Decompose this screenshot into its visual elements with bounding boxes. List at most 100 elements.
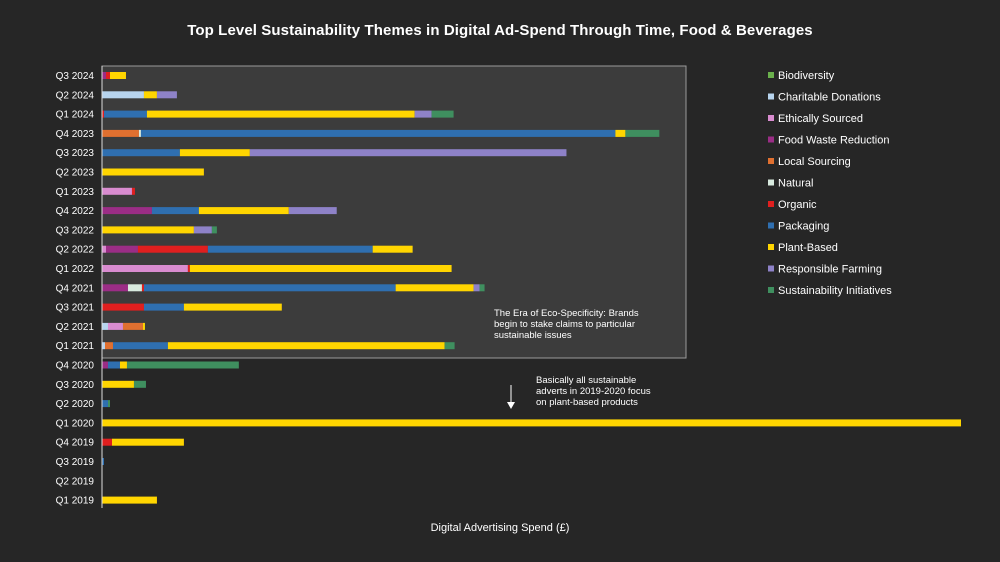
legend-swatch: [768, 244, 774, 250]
bar-segment-responsible-farming: [193, 226, 212, 234]
bar-segment-packaging: [103, 110, 147, 118]
bar-segment-charitable-donations: [102, 322, 108, 330]
legend-swatch: [768, 201, 774, 207]
bar-segment-responsible-farming: [156, 91, 177, 99]
bar-segment-sustainability-initiatives: [133, 380, 146, 388]
annotations: The Era of Eco-Specificity: Brands begin …: [494, 308, 651, 408]
bar-segment-packaging: [102, 400, 108, 408]
y-tick-label: Q1 2020: [56, 418, 95, 429]
legend-swatch: [768, 115, 774, 121]
bar-segment-plant-based: [143, 91, 157, 99]
legend-entry-label: Responsible Farming: [778, 264, 882, 276]
bar-segment-plant-based: [189, 265, 452, 272]
y-tick-label: Q4 2022: [56, 206, 95, 217]
bar-segment-packaging: [140, 129, 616, 137]
bar-segment-food-waste-reduction: [102, 284, 128, 292]
y-tick-label: Q1 2021: [56, 341, 95, 352]
legend-swatch: [768, 93, 774, 100]
bar-segment-natural: [127, 284, 142, 292]
legend-entry-label: Ethically Sourced: [778, 113, 863, 125]
bar-segment-organic: [131, 187, 135, 195]
y-tick-label: Q3 2020: [56, 380, 95, 391]
y-tick-label: Q4 2023: [56, 129, 95, 140]
y-tick-label: Q3 2024: [56, 71, 95, 82]
bar-segment-packaging: [207, 245, 373, 253]
bars-group: [102, 72, 961, 504]
bar-segment-packaging: [107, 361, 120, 369]
bar-segment-plant-based: [102, 226, 194, 234]
bar-segment-local-sourcing: [102, 129, 139, 137]
annotation-text: Basically all sustainable adverts in 2019…: [536, 375, 651, 408]
bar-segment-responsible-farming: [249, 149, 567, 157]
y-tick-label: Q1 2019: [56, 496, 95, 507]
legend-entry-label: Sustainability Initiatives: [778, 285, 892, 297]
bar-segment-organic: [141, 284, 144, 292]
bar-segment-packaging: [112, 342, 168, 350]
bar-segment-charitable-donations: [102, 342, 105, 350]
bar-segment-plant-based: [167, 342, 445, 350]
bar-segment-packaging: [102, 149, 180, 157]
bar-segment-food-waste-reduction: [102, 361, 108, 369]
bar-segment-plant-based: [372, 245, 413, 253]
legend-entry-label: Local Sourcing: [778, 156, 851, 168]
bar-segment-plant-based: [395, 284, 474, 292]
bar-segment-plant-based: [146, 110, 415, 118]
bar-segment-food-waste-reduction: [102, 72, 106, 79]
bar-segment-responsible-farming: [414, 110, 432, 118]
y-tick-label: Q4 2021: [56, 283, 95, 294]
y-axis-ticks: Q3 2024 Q2 2024 Q1 2024 Q4 2023 Q3 2023 Q2 20…: [56, 71, 95, 507]
legend: Biodiversity Charitable Donations Ethicall…: [768, 70, 892, 297]
bar-segment-packaging: [151, 207, 199, 215]
y-tick-label: Q2 2023: [56, 168, 95, 179]
legend-swatch: [768, 265, 774, 272]
y-tick-label: Q3 2021: [56, 303, 95, 314]
legend-swatch: [768, 222, 774, 229]
bar-segment-ethically-sourced: [102, 245, 106, 253]
bar-segment-plant-based: [109, 72, 126, 79]
bar-segment-food-waste-reduction: [105, 245, 138, 253]
bar-segment-food-waste-reduction: [102, 207, 152, 215]
bar-segment-sustainability-initiatives: [107, 400, 110, 408]
legend-swatch: [768, 287, 774, 293]
y-tick-label: Q1 2023: [56, 187, 95, 198]
bar-segment-organic: [105, 72, 110, 79]
bar-segment-charitable-donations: [102, 91, 144, 99]
bar-segment-organic: [187, 265, 190, 272]
bar-segment-sustainability-initiatives: [625, 129, 660, 137]
legend-entry-label: Food Waste Reduction: [778, 135, 889, 147]
annotation-text: The Era of Eco-Specificity: Brands begin …: [494, 308, 639, 341]
y-tick-label: Q1 2024: [56, 110, 95, 121]
bar-segment-ethically-sourced: [107, 322, 123, 330]
legend-swatch: [768, 72, 774, 78]
y-tick-label: Q4 2019: [56, 438, 95, 449]
legend-swatch: [768, 136, 774, 143]
y-tick-label: Q2 2022: [56, 245, 95, 256]
bar-segment-plant-based: [179, 149, 250, 157]
bar-segment-plant-based: [119, 361, 127, 369]
bar-segment-plant-based: [183, 303, 282, 311]
legend-swatch: [768, 179, 774, 186]
legend-entry-label: Packaging: [778, 221, 829, 233]
bar-segment-ethically-sourced: [102, 265, 188, 272]
bar-segment-organic: [102, 438, 112, 446]
bar-segment-packaging: [143, 284, 396, 292]
bar-segment-sustainability-initiatives: [126, 361, 239, 369]
y-tick-label: Q4 2020: [56, 361, 95, 372]
legend-swatch: [768, 158, 774, 164]
y-tick-label: Q3 2023: [56, 148, 95, 159]
x-axis-label: Digital Advertising Spend (£): [430, 522, 570, 534]
legend-entry-label: Charitable Donations: [778, 92, 881, 104]
bar-segment-organic: [102, 110, 104, 118]
chart-title: Top Level Sustainability Themes in Digit…: [187, 22, 813, 39]
bar-segment-local-sourcing: [104, 342, 113, 350]
bar-segment-sustainability-initiatives: [479, 284, 485, 292]
bar-segment-natural: [138, 129, 141, 137]
bar-segment-sustainability-initiatives: [431, 110, 454, 118]
y-tick-label: Q3 2022: [56, 225, 95, 236]
y-tick-label: Q2 2019: [56, 476, 95, 487]
bar-segment-sustainability-initiatives: [444, 342, 455, 350]
bar-segment-plant-based: [111, 438, 184, 446]
y-tick-label: Q2 2021: [56, 322, 95, 333]
bar-segment-organic: [137, 245, 208, 253]
bar-segment-responsible-farming: [473, 284, 480, 292]
